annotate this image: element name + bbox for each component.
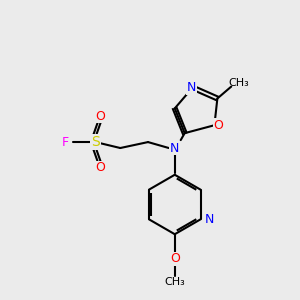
Text: S: S — [91, 135, 100, 149]
Text: CH₃: CH₃ — [229, 78, 250, 88]
Text: F: F — [62, 136, 69, 148]
Text: CH₃: CH₃ — [164, 277, 185, 287]
Text: N: N — [187, 81, 196, 94]
Text: O: O — [213, 119, 223, 132]
Text: O: O — [95, 161, 105, 174]
Text: O: O — [95, 110, 105, 123]
Text: O: O — [170, 253, 180, 266]
Text: N: N — [170, 142, 179, 154]
Text: N: N — [205, 213, 214, 226]
